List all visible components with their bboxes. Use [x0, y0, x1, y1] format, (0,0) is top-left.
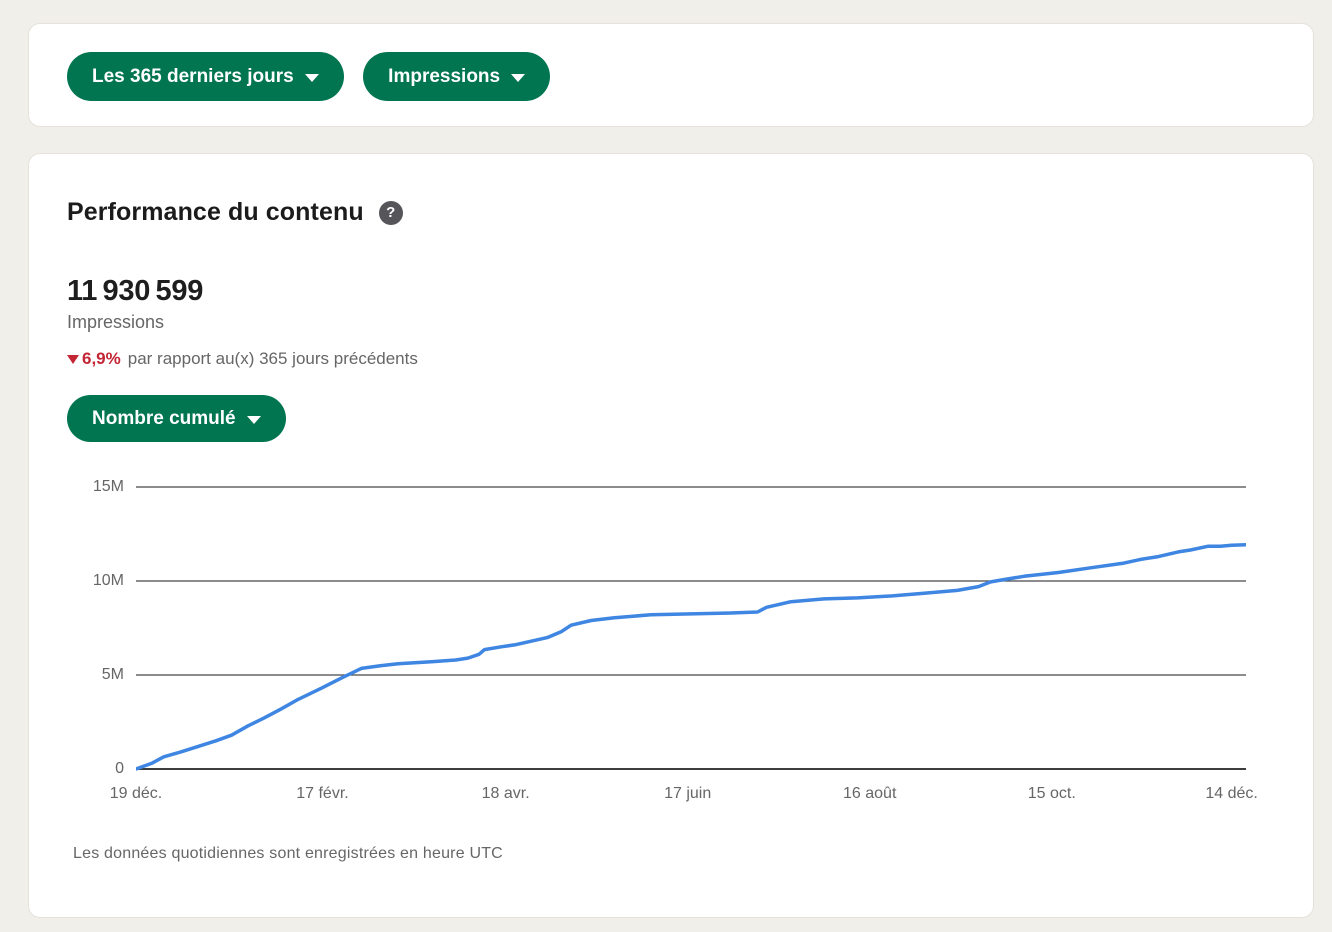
- content-performance-card: Performance du contenu ? 11 930 599 Impr…: [28, 153, 1314, 918]
- filter-bar-card: Les 365 derniers jours Impressions: [28, 23, 1314, 127]
- date-range-dropdown-button[interactable]: Les 365 derniers jours: [67, 52, 344, 101]
- impressions-series-line: [134, 542, 1248, 771]
- card-title: Performance du contenu: [67, 198, 364, 226]
- question-mark-icon[interactable]: ?: [378, 200, 403, 225]
- view-mode-dropdown-button[interactable]: Nombre cumulé: [67, 395, 286, 442]
- x-axis-label: 14 déc.: [1205, 785, 1258, 802]
- delta-percent: 6,9%: [82, 349, 121, 368]
- date-range-dropdown-label: Les 365 derniers jours: [92, 65, 294, 87]
- x-axis-label: 15 oct.: [1027, 785, 1076, 802]
- y-axis-label: 15M: [92, 478, 124, 495]
- x-axis-label: 17 juin: [664, 785, 712, 802]
- chevron-down-icon: [304, 73, 319, 82]
- x-axis-label: 19 déc.: [109, 785, 163, 802]
- total-impressions-label: Impressions: [67, 312, 165, 332]
- x-axis-label: 16 août: [843, 785, 897, 802]
- y-axis-label: 5M: [101, 666, 124, 683]
- x-axis-labels: 19 déc. 17 févr. 18 avr. 17 juin 16 août 15 o…: [110, 785, 1258, 807]
- chevron-down-icon: [246, 415, 261, 424]
- delta-comparison-text: par rapport au(x) 365 jours précédents: [127, 349, 418, 368]
- delta-row: 6,9% par rapport au(x) 365 jours précéde…: [67, 349, 1313, 369]
- y-axis-labels: 15M 10M 5M 0: [67, 477, 136, 777]
- total-impressions-value: 11 930 599: [67, 275, 204, 307]
- chevron-down-icon: [511, 73, 526, 82]
- line-chart-svg[interactable]: [134, 477, 1248, 777]
- y-axis-label: 10M: [92, 572, 124, 589]
- x-axis-label: 17 févr.: [296, 785, 349, 802]
- y-axis-label: 0: [115, 760, 124, 777]
- x-axis-label: 18 avr.: [481, 785, 530, 802]
- view-mode-dropdown-label: Nombre cumulé: [92, 407, 236, 429]
- plot-area: [134, 477, 1248, 777]
- triangle-down-icon: [67, 354, 79, 364]
- impressions-line-chart: 15M 10M 5M 0: [67, 477, 1313, 777]
- chart-footnote: Les données quotidiennes sont enregistré…: [73, 845, 503, 862]
- metric-dropdown-button[interactable]: Impressions: [363, 52, 551, 101]
- metric-dropdown-label: Impressions: [388, 65, 501, 87]
